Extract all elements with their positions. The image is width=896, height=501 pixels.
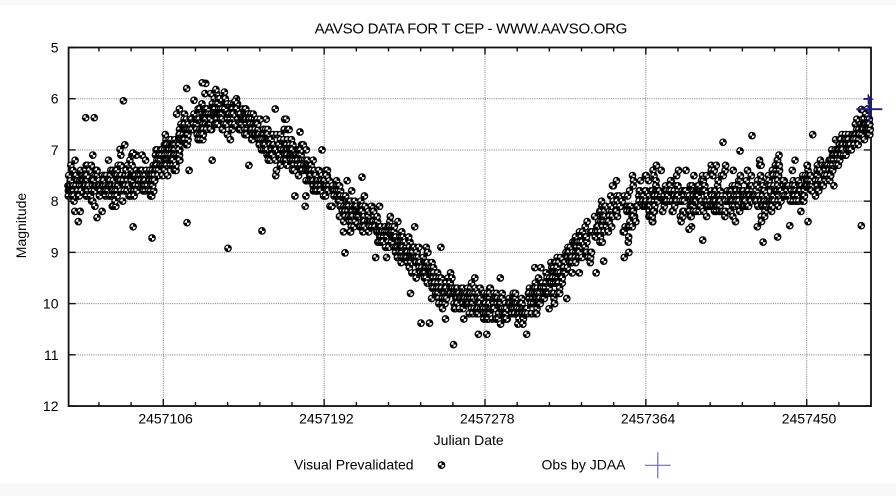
svg-text:12: 12 [43,398,59,414]
svg-text:Magnitude: Magnitude [13,193,29,259]
svg-text:7: 7 [51,142,59,158]
svg-text:AAVSO DATA FOR T CEP - WWW.AAV: AAVSO DATA FOR T CEP - WWW.AAVSO.ORG [315,20,627,37]
svg-text:8: 8 [51,193,59,209]
svg-text:2457278: 2457278 [460,411,515,427]
svg-text:2457450: 2457450 [782,411,837,427]
svg-text:2457106: 2457106 [138,411,193,427]
svg-text:9: 9 [51,244,59,260]
svg-text:Visual Prevalidated: Visual Prevalidated [294,456,414,472]
svg-text:11: 11 [44,347,59,363]
svg-text:2457364: 2457364 [621,411,676,427]
svg-text:2457192: 2457192 [299,411,354,427]
svg-text:Obs by JDAA: Obs by JDAA [541,456,626,472]
svg-text:10: 10 [43,296,59,312]
svg-text:Julian Date: Julian Date [434,432,504,448]
svg-text:5: 5 [51,40,59,56]
svg-text:6: 6 [51,91,59,107]
